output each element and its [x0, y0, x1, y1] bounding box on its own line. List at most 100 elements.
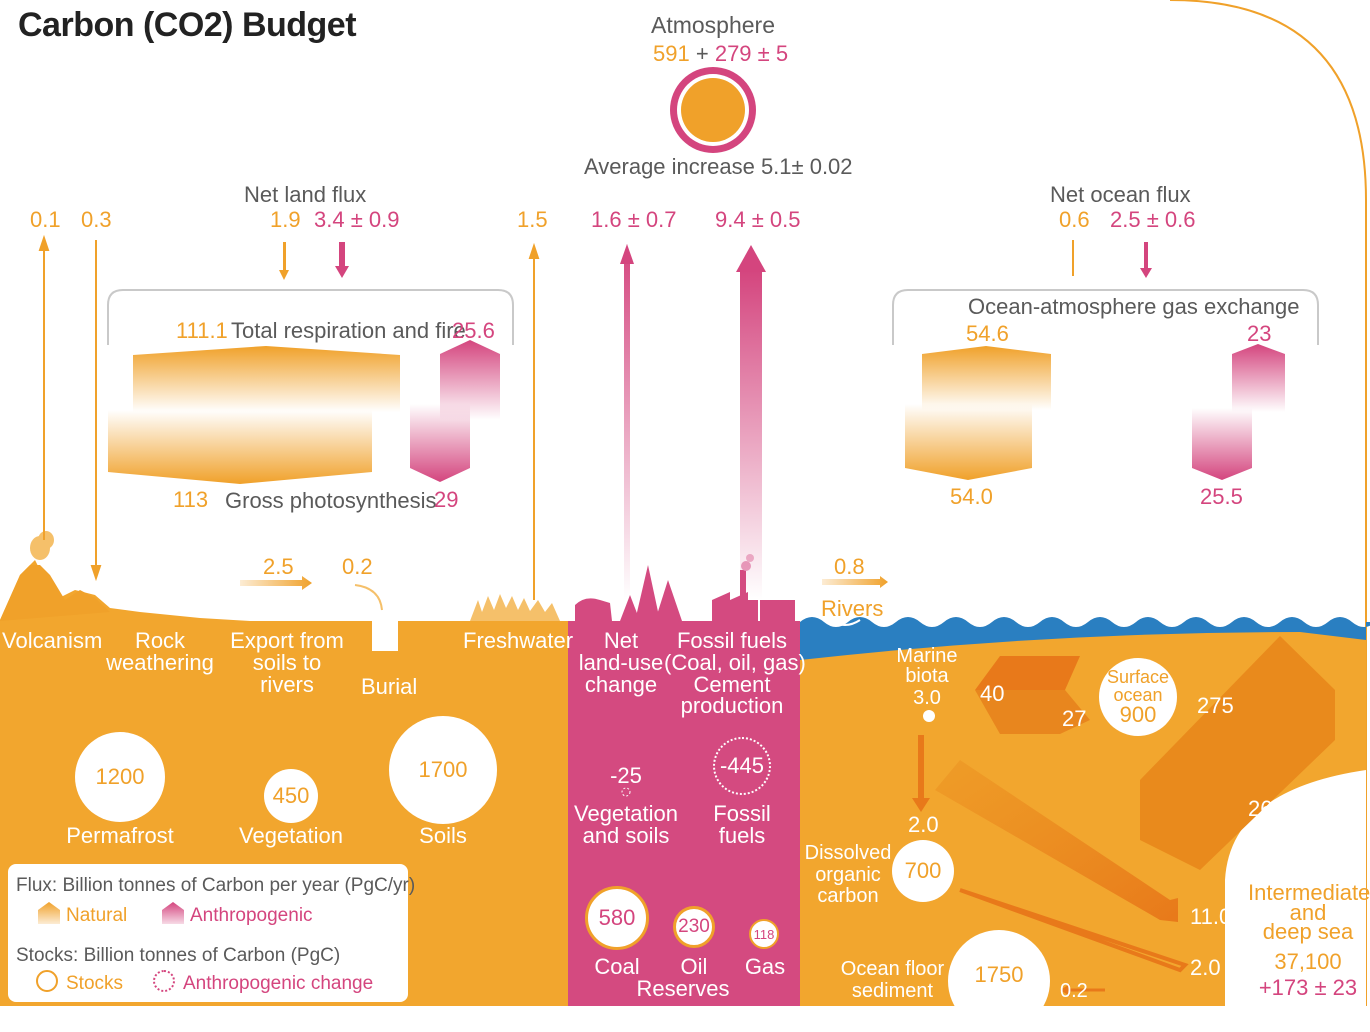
atmosphere-plus: +	[695, 41, 709, 66]
stock-coal: 580	[585, 886, 649, 950]
page-title: Carbon (CO2) Budget	[18, 6, 357, 44]
respiration-natural: 111.1	[176, 318, 228, 343]
flux-biota-doc: 2.0	[908, 812, 939, 837]
atmosphere-values: 591 + 279 ± 5	[653, 43, 788, 65]
gas-value: 118	[753, 926, 775, 942]
label-vegetation: Vegetation	[239, 823, 343, 848]
natural-flux-icon	[38, 902, 60, 924]
coal-value: 580	[598, 905, 636, 930]
stock-permafrost: 1200	[75, 732, 165, 822]
ocean-bracket	[892, 289, 1319, 345]
arrow-surface-deep	[1140, 636, 1335, 870]
label-coal: Coal	[594, 954, 640, 979]
stocks-icon	[36, 970, 58, 992]
stock-oil: 230	[673, 906, 715, 948]
surface-ocean-label-1: Surface	[1106, 667, 1170, 687]
legend: Flux: Billion tonnes of Carbon per year …	[8, 864, 415, 1002]
arrow-doc-deep	[959, 888, 1189, 973]
anthropogenic-flux-icon	[162, 902, 184, 924]
arrow-land-anthro	[339, 242, 345, 268]
net-land-flux-label: Net land flux	[244, 182, 367, 207]
label-volcanism: Volcanism	[2, 628, 103, 653]
anthro-respiration-block	[440, 340, 500, 420]
label-landuse-1: Net	[603, 628, 639, 653]
land-bracket	[107, 289, 514, 345]
stock-vegetation: 450	[264, 769, 318, 823]
respiration-label: Total respiration and fire	[231, 318, 466, 343]
arrow-burial	[354, 584, 383, 611]
net-ocean-anthro: 2.5 ± 0.6	[1110, 207, 1196, 232]
respiration-anthro: 25.6	[452, 318, 495, 343]
label-floor-1: Ocean floor	[840, 958, 945, 980]
deep-sea-value: 37,100	[1274, 949, 1342, 974]
stock-soils: 1700	[389, 716, 497, 824]
label-deep-3: deep sea	[1262, 919, 1354, 944]
carbon-budget-diagram: Carbon (CO2) Budget Atmosphere 591 + 279…	[0, 0, 1370, 1006]
ocean-down-natural: 54.0	[950, 484, 993, 509]
ocean-up-natural: 54.6	[966, 321, 1009, 346]
net-land-anthro: 3.4 ± 0.9	[314, 207, 400, 232]
stock-doc: 700	[892, 840, 954, 902]
label-landuse-3: change	[584, 672, 658, 697]
marine-biota-dot	[923, 710, 935, 722]
flux-surface-biota: 40	[980, 681, 1005, 706]
label-gas: Gas	[744, 954, 786, 979]
label-weathering-2: weathering	[106, 650, 214, 675]
ocean-floor-value: 1750	[974, 962, 1024, 987]
label-weathering-1: Rock	[134, 628, 186, 653]
label-export-3: rivers	[260, 672, 314, 697]
ocean-down-anthro: 25.5	[1200, 484, 1243, 509]
arrow-land-natural	[283, 242, 286, 272]
volcano	[0, 565, 110, 621]
arrow-ocean-anthro	[1144, 242, 1148, 270]
label-doc-3: carbon	[817, 885, 879, 907]
atmosphere-label: Atmosphere	[650, 12, 775, 38]
legend-anthropogenic: Anthropogenic	[190, 905, 313, 926]
legend-stocks-title: Stocks: Billion tonnes of Carbon (PgC)	[16, 945, 341, 966]
legend-anthro-change: Anthropogenic change	[183, 973, 374, 994]
flux-freshwater: 1.5	[517, 207, 548, 232]
increase-value: 5.1± 0.02	[760, 154, 853, 179]
stock-fossil-change: -445	[713, 737, 771, 795]
ocean-up-anthro: 23	[1247, 321, 1272, 346]
legend-stocks: Stocks	[66, 973, 124, 994]
fossil-change-value: -445	[719, 753, 765, 778]
permafrost-value: 1200	[95, 764, 145, 789]
label-marine-1: Marine	[896, 645, 958, 667]
gas-exchange-label: Ocean-atmosphere gas exchange	[968, 294, 1300, 319]
photosynthesis-block	[108, 410, 372, 484]
doc-value: 700	[904, 858, 942, 883]
respiration-block	[133, 346, 400, 412]
frame-line	[1169, 0, 1367, 1006]
label-veg-soils-2: and soils	[582, 823, 670, 848]
stock-gas: 118	[749, 919, 779, 949]
label-marine-2: biota	[905, 665, 949, 687]
stock-surface-ocean: Surface ocean 900	[1099, 658, 1177, 736]
flux-rivers-ocean: 0.8	[834, 554, 865, 579]
photosynthesis-natural: 113	[173, 487, 209, 512]
label-fossil-3: Cement	[693, 672, 771, 697]
ocean-anthro-down-block	[1192, 408, 1252, 480]
flux-floor: 0.2	[1060, 980, 1088, 1002]
surface-ocean-value: 900	[1119, 702, 1157, 727]
atmosphere-core	[681, 78, 745, 142]
atmosphere-natural: 591	[653, 41, 690, 66]
arrow-rivers-ocean	[822, 576, 888, 588]
arrow-biota-to-surface	[975, 690, 1090, 734]
deep-sea-region	[1225, 770, 1366, 1006]
legend-flux-title: Flux: Billion tonnes of Carbon per year …	[16, 875, 416, 896]
arrow-landuse	[624, 244, 630, 600]
grass	[470, 594, 560, 621]
label-soils: Soils	[419, 823, 467, 848]
vegetation-value: 450	[272, 783, 310, 808]
label-freshwater: Freshwater	[463, 628, 574, 653]
label-fossil-4: production	[680, 693, 784, 718]
flux-volcanism: 0.1	[30, 207, 61, 232]
ocean-surface	[800, 617, 1370, 660]
flux-surface-deep: 275	[1197, 693, 1234, 718]
veg-soils-change-value: -25	[610, 763, 642, 788]
deep-sea-anthro: +173 ± 23	[1258, 975, 1358, 1000]
flux-doc-deep: 2.0	[1190, 955, 1221, 980]
label-veg-soils-1: Vegetation	[574, 801, 678, 826]
flux-burial: 0.2	[342, 554, 373, 579]
